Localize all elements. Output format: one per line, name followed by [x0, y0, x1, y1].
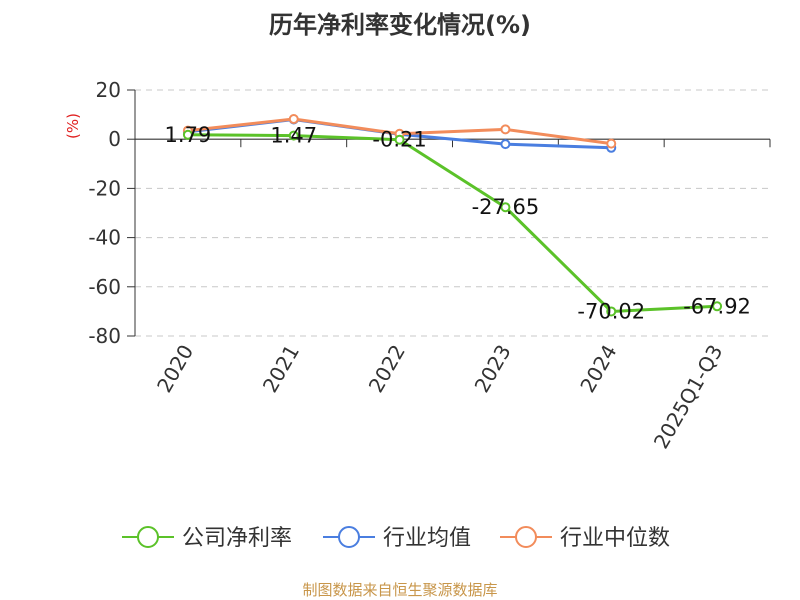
- x-tick-label: 2022: [364, 341, 410, 397]
- y-tick-label: -20: [88, 176, 121, 200]
- x-tick-label: 2025Q1-Q3: [649, 341, 728, 453]
- data-label: -27.65: [472, 195, 540, 219]
- legend-label: 公司净利率: [182, 526, 292, 551]
- legend[interactable]: 公司净利率 行业均值 行业中位数: [122, 526, 670, 551]
- legend-marker: [137, 526, 159, 548]
- y-tick-label: -60: [88, 275, 121, 299]
- x-tick-label: 2023: [470, 340, 516, 396]
- source-note: 制图数据来自恒生聚源数据库: [302, 581, 497, 599]
- series-point: [606, 306, 617, 317]
- series-point: [606, 138, 617, 149]
- series-point: [500, 139, 511, 150]
- y-tick-label: -40: [88, 226, 121, 250]
- series-point: [288, 114, 299, 125]
- x-tick-label: 2024: [575, 341, 621, 397]
- chart-title: 历年净利率变化情况(%): [269, 11, 531, 39]
- series-point: [500, 202, 511, 213]
- series-line: [187, 133, 718, 313]
- data-label: -0.21: [372, 128, 426, 152]
- x-tick-label: 2021: [258, 341, 304, 397]
- legend-marker: [515, 526, 537, 548]
- data-label: 1.47: [270, 124, 317, 148]
- series-point: [288, 130, 299, 141]
- series-point: [394, 134, 405, 145]
- x-axis: 2020 2021 2022 2023 2024 2025Q1-Q3: [134, 138, 771, 453]
- series-group: [182, 114, 723, 317]
- series-point: [182, 129, 193, 140]
- y-ticks: 20 0 -20 -40 -60 -80: [88, 78, 136, 348]
- y-tick-label: -80: [88, 324, 121, 348]
- y-tick-label: 0: [108, 127, 121, 151]
- legend-label: 行业中位数: [560, 526, 670, 551]
- legend-label: 行业均值: [383, 526, 471, 551]
- data-label: -67.92: [683, 294, 751, 318]
- y-tick-label: 20: [96, 78, 121, 102]
- data-label: -70.02: [577, 299, 645, 323]
- grid: [135, 89, 770, 337]
- series-point: [712, 301, 723, 312]
- series-point: [500, 124, 511, 135]
- data-label: 1.79: [165, 123, 212, 147]
- legend-marker: [338, 526, 360, 548]
- y-unit-label: (%): [64, 113, 82, 139]
- x-tick-label: 2020: [152, 341, 198, 397]
- data-labels: 1.79 1.47 -0.21 -27.65 -70.02 -67.92: [165, 123, 751, 324]
